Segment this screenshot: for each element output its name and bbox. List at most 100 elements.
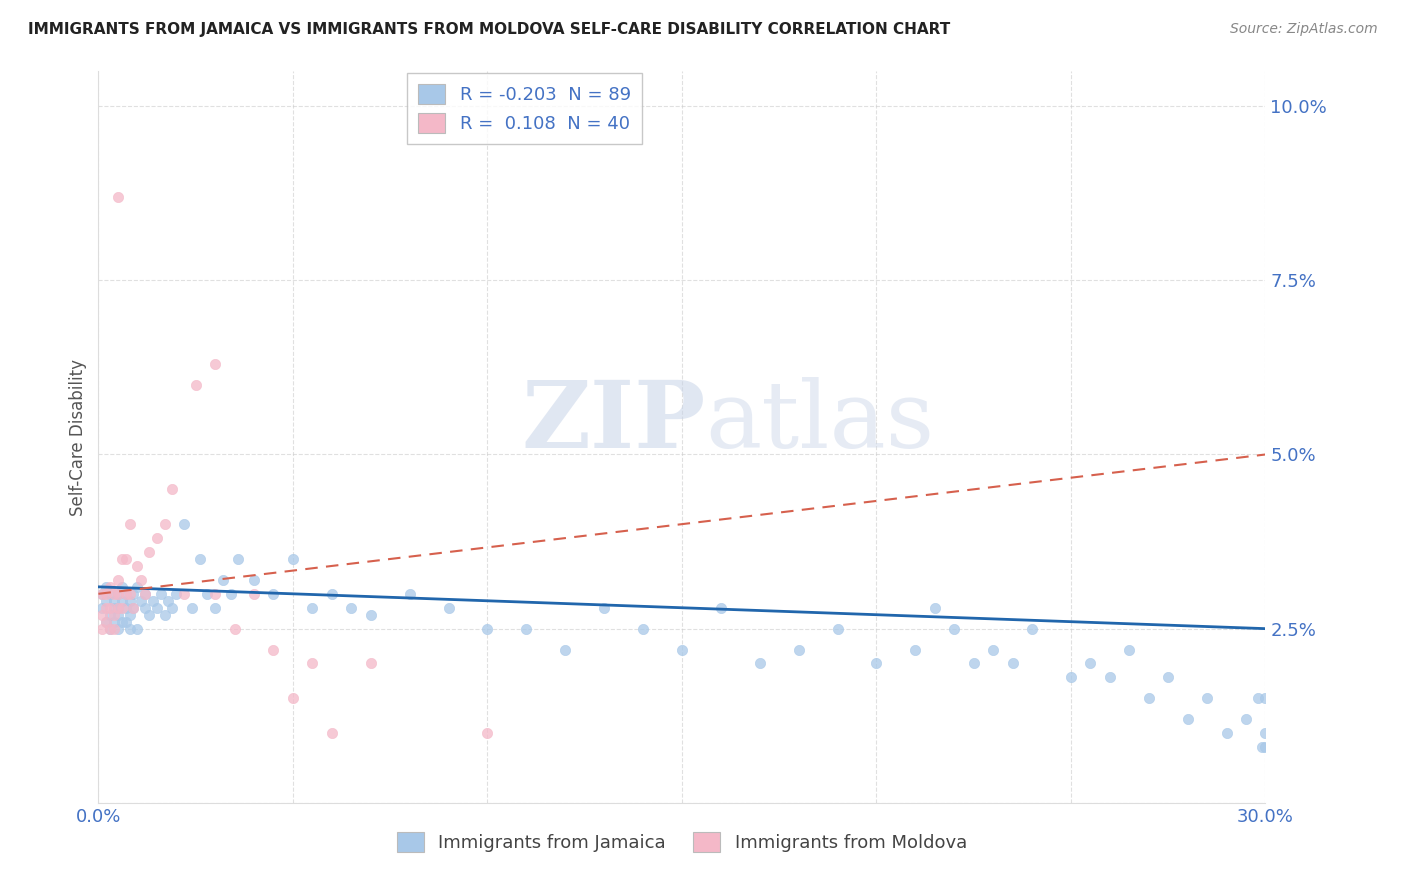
- Point: [98, 622, 121, 636]
- Point: [1001, 657, 1024, 671]
- Point: [107, 587, 129, 601]
- Point: [114, 587, 136, 601]
- Point: [134, 587, 156, 601]
- Point: [1060, 670, 1083, 684]
- Point: [262, 587, 284, 601]
- Point: [1137, 691, 1160, 706]
- Point: [477, 726, 499, 740]
- Point: [111, 615, 134, 629]
- Point: [219, 587, 242, 601]
- Point: [96, 580, 118, 594]
- Point: [204, 600, 226, 615]
- Point: [127, 622, 149, 636]
- Point: [98, 622, 121, 636]
- Text: IMMIGRANTS FROM JAMAICA VS IMMIGRANTS FROM MOLDOVA SELF-CARE DISABILITY CORRELAT: IMMIGRANTS FROM JAMAICA VS IMMIGRANTS FR…: [28, 22, 950, 37]
- Point: [1118, 642, 1140, 657]
- Point: [1234, 712, 1257, 726]
- Point: [107, 600, 129, 615]
- Point: [165, 587, 187, 601]
- Point: [195, 587, 218, 601]
- Point: [204, 357, 226, 371]
- Point: [1021, 622, 1043, 636]
- Point: [91, 587, 114, 601]
- Point: [146, 600, 169, 615]
- Point: [118, 587, 141, 601]
- Point: [631, 622, 654, 636]
- Point: [127, 580, 149, 594]
- Point: [142, 594, 165, 608]
- Point: [1254, 740, 1277, 755]
- Point: [710, 600, 733, 615]
- Point: [321, 587, 343, 601]
- Point: [118, 594, 141, 608]
- Point: [360, 657, 382, 671]
- Text: ZIP: ZIP: [522, 377, 706, 467]
- Point: [96, 594, 118, 608]
- Point: [1195, 691, 1218, 706]
- Text: atlas: atlas: [706, 377, 935, 467]
- Point: [103, 615, 125, 629]
- Point: [146, 531, 169, 545]
- Point: [129, 573, 152, 587]
- Point: [1254, 726, 1277, 740]
- Point: [118, 622, 141, 636]
- Point: [91, 607, 114, 622]
- Point: [107, 600, 129, 615]
- Point: [1098, 670, 1121, 684]
- Point: [122, 600, 145, 615]
- Point: [138, 545, 160, 559]
- Point: [103, 587, 125, 601]
- Point: [111, 552, 134, 566]
- Point: [111, 600, 134, 615]
- Point: [173, 517, 195, 532]
- Point: [129, 594, 152, 608]
- Point: [981, 642, 1004, 657]
- Legend: Immigrants from Jamaica, Immigrants from Moldova: Immigrants from Jamaica, Immigrants from…: [389, 825, 974, 860]
- Point: [360, 607, 382, 622]
- Point: [243, 587, 266, 601]
- Point: [301, 657, 323, 671]
- Point: [114, 552, 136, 566]
- Point: [91, 622, 114, 636]
- Point: [281, 552, 304, 566]
- Point: [107, 587, 129, 601]
- Point: [91, 600, 114, 615]
- Point: [96, 615, 118, 629]
- Point: [262, 642, 284, 657]
- Point: [748, 657, 770, 671]
- Point: [111, 594, 134, 608]
- Point: [118, 517, 141, 532]
- Point: [91, 587, 114, 601]
- Y-axis label: Self-Care Disability: Self-Care Disability: [69, 359, 87, 516]
- Point: [212, 573, 235, 587]
- Point: [98, 580, 121, 594]
- Point: [122, 600, 145, 615]
- Point: [1215, 726, 1237, 740]
- Point: [98, 607, 121, 622]
- Point: [671, 642, 693, 657]
- Point: [114, 587, 136, 601]
- Point: [477, 622, 499, 636]
- Point: [228, 552, 250, 566]
- Point: [180, 600, 202, 615]
- Point: [865, 657, 887, 671]
- Point: [153, 607, 176, 622]
- Point: [98, 600, 121, 615]
- Point: [554, 642, 576, 657]
- Point: [107, 190, 129, 204]
- Point: [1250, 740, 1272, 755]
- Point: [157, 594, 180, 608]
- Point: [118, 607, 141, 622]
- Point: [515, 622, 537, 636]
- Point: [1177, 712, 1199, 726]
- Point: [1157, 670, 1180, 684]
- Point: [904, 642, 927, 657]
- Point: [398, 587, 420, 601]
- Point: [1254, 691, 1277, 706]
- Point: [111, 580, 134, 594]
- Point: [103, 600, 125, 615]
- Point: [103, 607, 125, 622]
- Point: [153, 517, 176, 532]
- Point: [281, 691, 304, 706]
- Point: [243, 573, 266, 587]
